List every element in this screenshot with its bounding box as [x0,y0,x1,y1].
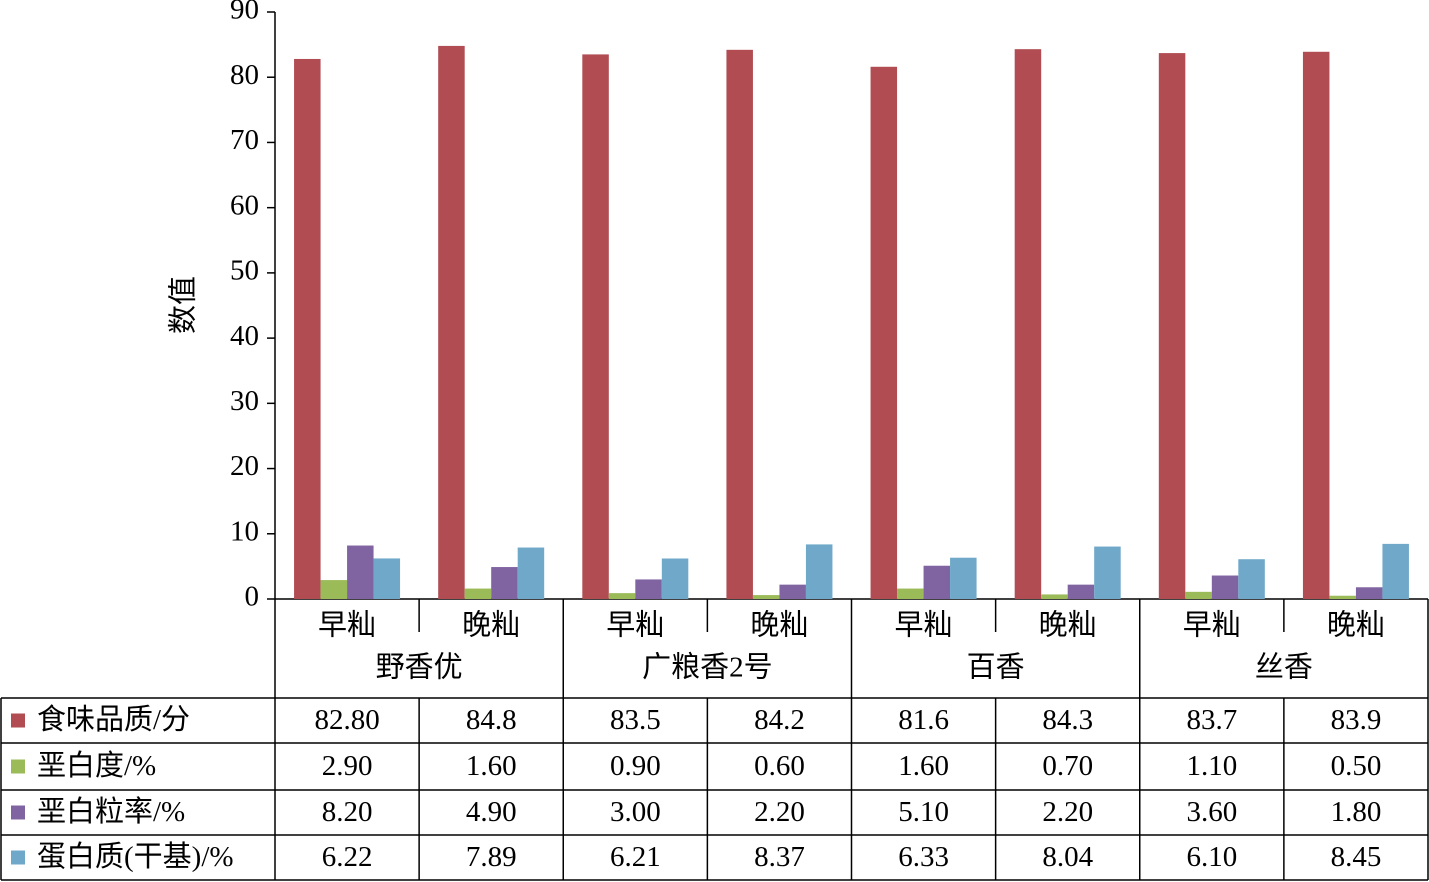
table-value: 1.10 [1186,750,1237,782]
bar [464,588,492,599]
table-value: 8.37 [754,841,805,873]
table-value: 8.04 [1042,841,1093,873]
table-value: 82.80 [314,704,379,736]
bar [870,66,898,599]
table-value: 8.20 [322,796,373,828]
table-value: 3.60 [1186,796,1237,828]
table-value: 4.90 [466,796,517,828]
y-tick-label: 20 [230,450,259,482]
table-value: 6.33 [898,841,949,873]
table-value: 7.89 [466,841,517,873]
table-value: 0.90 [610,750,661,782]
table-value: 6.22 [322,841,373,873]
table-value: 2.20 [754,796,805,828]
y-tick-label: 60 [230,189,259,221]
category-label: 早籼 [1183,609,1241,642]
table-value: 83.9 [1331,704,1382,736]
bar [1382,543,1409,599]
category-label: 早籼 [895,609,953,642]
category-label: 晚籼 [1039,609,1097,642]
y-tick-label: 30 [230,385,259,417]
bar [491,567,518,599]
bar [517,547,545,599]
bar [438,45,465,600]
category-label: 早籼 [318,609,376,642]
bar [373,558,401,599]
table-value: 8.45 [1331,841,1382,873]
bar [950,557,977,599]
legend-swatch [11,759,25,774]
legend-swatch [11,713,25,728]
y-tick-label: 90 [230,0,259,26]
table-value: 6.10 [1186,841,1237,873]
group-label: 百香 [967,651,1025,684]
bar [320,580,348,599]
y-tick-label: 80 [230,59,259,91]
table-value: 1.80 [1331,796,1382,828]
y-axis-label: 数值 [167,276,200,334]
y-tick-label: 40 [230,320,259,352]
legend-label: 蛋白质(干基)/% [37,840,234,873]
group-label: 广粮香2号 [642,651,773,684]
bar [294,58,321,599]
group-label: 丝香 [1255,651,1313,684]
category-label: 晚籼 [462,609,520,642]
category-label: 晚籼 [750,609,808,642]
table-value: 0.60 [754,750,805,782]
table-value: 84.2 [754,704,805,736]
bar [1302,51,1330,599]
y-tick-label: 10 [230,515,259,547]
bar [923,565,951,599]
bar [1067,584,1095,599]
bar [779,584,806,599]
table-value: 84.3 [1042,704,1093,736]
group-label: 野香优 [376,651,463,684]
table-value: 0.50 [1331,750,1382,782]
y-tick-label: 50 [230,255,259,287]
bar [1355,587,1383,599]
legend-label: 食味品质/分 [37,703,190,736]
table-value: 1.60 [898,750,949,782]
bar [347,545,374,599]
category-label: 晚籼 [1327,609,1385,642]
bar [1094,546,1121,599]
bar [752,595,780,599]
legend-label: 垩白度/% [37,749,156,782]
category-label: 早籼 [606,609,664,642]
table-value: 2.90 [322,750,373,782]
legend-swatch [11,850,25,865]
bar [1014,49,1042,600]
bar [1041,594,1068,599]
table-value: 81.6 [898,704,949,736]
table-value: 83.7 [1186,704,1237,736]
y-tick-label: 70 [230,124,259,156]
y-tick-label: 0 [245,581,260,613]
table-value: 6.21 [610,841,661,873]
table-value: 2.20 [1042,796,1093,828]
table-value: 83.5 [610,704,661,736]
bar [805,544,833,599]
table-value: 5.10 [898,796,949,828]
table-value: 1.60 [466,750,517,782]
bar [1185,591,1212,599]
legend-label: 垩白粒率/% [37,795,185,828]
bar [1158,53,1186,599]
table-value: 84.8 [466,704,517,736]
bar [635,579,662,599]
bar [1329,595,1356,599]
bar [897,588,924,599]
bar [726,49,753,600]
legend-swatch [11,805,25,820]
table-value: 0.70 [1042,750,1093,782]
table-value: 3.00 [610,796,661,828]
bar [1238,559,1265,599]
bar [661,558,689,599]
bar [608,593,636,599]
bar [1211,575,1239,599]
bar [582,54,609,599]
